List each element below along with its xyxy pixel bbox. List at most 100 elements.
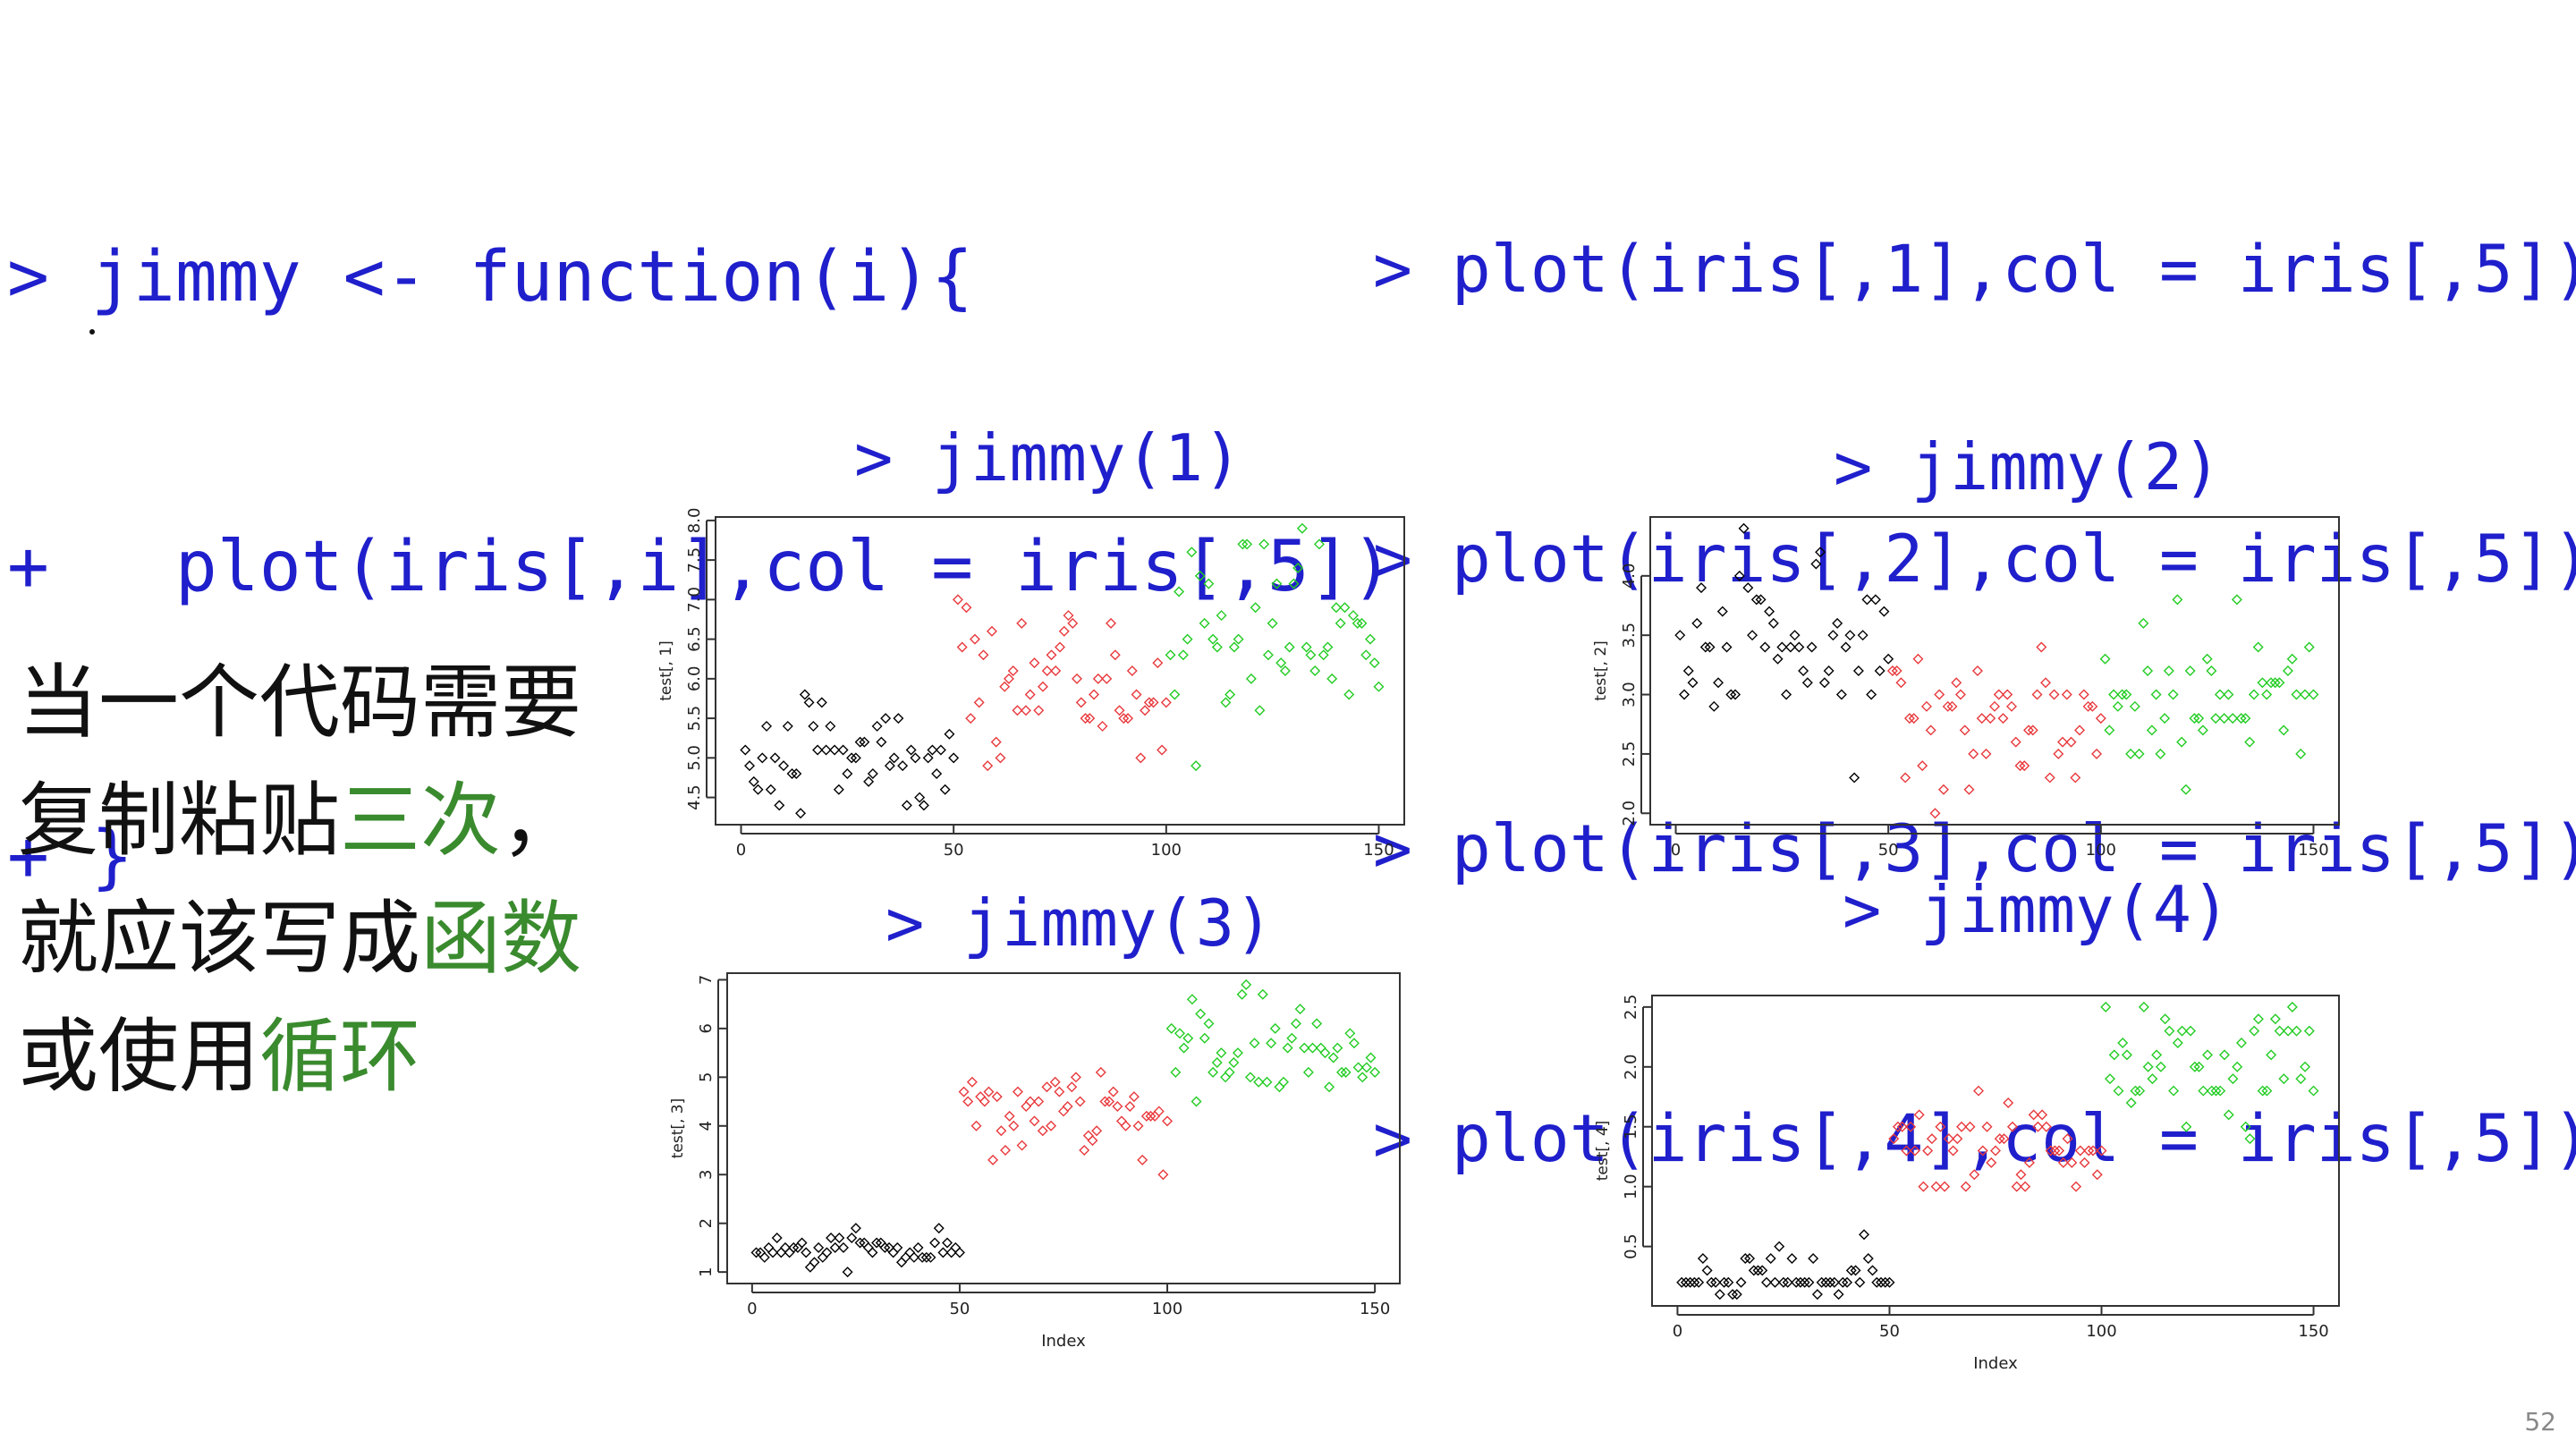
data-point — [829, 1241, 841, 1253]
scatter-plot-1: 0 50 100 150 4.5 5.0 5.5 6.0 6.5 7.0 7.5 8.0 test[, … — [653, 501, 1422, 894]
y-tick-label: 6 — [697, 1023, 716, 1033]
data-point — [1942, 700, 1953, 712]
data-point — [1267, 617, 1278, 629]
data-point — [761, 720, 773, 732]
data-point — [1956, 1121, 1968, 1132]
data-point — [804, 1261, 816, 1273]
data-point — [995, 752, 1006, 764]
data-point — [1806, 641, 1818, 653]
data-point — [1993, 689, 2004, 700]
data-point — [2105, 1073, 2115, 1085]
data-point — [1986, 1157, 1997, 1168]
data-point — [1959, 724, 1970, 736]
data-point — [2082, 700, 2094, 712]
data-point — [1748, 1265, 1759, 1276]
data-point — [2231, 594, 2242, 606]
data-point — [2011, 1181, 2022, 1192]
data-point — [1862, 1252, 1874, 1264]
data-point — [1752, 1265, 1764, 1276]
data-point — [809, 1257, 820, 1268]
data-point — [1835, 689, 1847, 700]
data-point — [1823, 665, 1835, 676]
data-point — [1162, 1115, 1174, 1127]
data-point — [834, 1233, 845, 1244]
data-point — [1981, 1121, 1993, 1132]
data-point — [1279, 665, 1291, 676]
data-point — [1759, 641, 1771, 653]
data-point — [1250, 602, 1261, 614]
data-point — [1203, 578, 1215, 589]
code-line: + plot(iris[,i],col = iris[,5]) — [7, 527, 1394, 607]
data-point — [1867, 1265, 1878, 1276]
data-point — [2303, 1025, 2315, 1037]
data-point — [1033, 1096, 1045, 1107]
x-tick-label: 100 — [2086, 841, 2116, 860]
data-point — [803, 697, 815, 708]
y-tick-label: 5.5 — [685, 706, 704, 732]
data-point — [2121, 689, 2132, 700]
data-point — [2125, 748, 2137, 759]
data-point — [2108, 689, 2120, 700]
data-point — [1318, 649, 1329, 661]
data-point — [1199, 1032, 1210, 1044]
data-point — [925, 1251, 936, 1263]
code-line: > plot(iris[,1],col = iris[,5]) — [1373, 232, 2576, 308]
data-point — [2028, 1109, 2039, 1121]
data-point — [1985, 713, 1996, 724]
data-point — [880, 713, 892, 724]
data-point — [956, 641, 968, 653]
data-point — [1186, 547, 1198, 558]
data-point — [2087, 700, 2098, 712]
data-point — [1876, 1276, 1886, 1288]
data-point — [1220, 697, 1232, 708]
data-point — [2282, 665, 2293, 676]
data-point — [2061, 689, 2072, 700]
data-point — [1816, 1276, 1827, 1288]
data-point — [1352, 1062, 1364, 1073]
y-axis-label: test[, 4] — [1594, 1121, 1612, 1182]
data-point — [1012, 705, 1023, 716]
data-point — [2197, 724, 2208, 736]
y-tick-label: 8.0 — [685, 508, 704, 534]
data-point — [2180, 784, 2191, 795]
data-point — [1174, 1028, 1185, 1039]
x-tick-label: 150 — [2298, 841, 2328, 860]
data-point — [1091, 1125, 1103, 1137]
data-point — [1311, 1018, 1323, 1030]
data-point — [904, 1247, 916, 1258]
data-point — [1079, 1145, 1090, 1156]
note-line-2: 复制粘贴三次， — [18, 774, 581, 868]
data-point — [1148, 697, 1159, 708]
data-point — [1740, 1252, 1751, 1264]
data-point — [1305, 649, 1317, 661]
data-point — [1313, 538, 1325, 550]
data-point — [1891, 665, 1902, 676]
data-point — [1913, 1109, 1925, 1121]
data-point — [1269, 1022, 1281, 1034]
data-point — [920, 1251, 932, 1263]
data-point — [1104, 1096, 1115, 1107]
data-point — [752, 784, 764, 795]
data-point — [788, 1241, 800, 1253]
data-point — [1963, 784, 1975, 795]
data-point — [1691, 617, 1703, 629]
data-point — [1811, 1289, 1823, 1301]
data-point — [1131, 689, 1142, 700]
data-point — [2286, 1001, 2298, 1013]
data-point — [2248, 689, 2259, 700]
data-point — [2040, 677, 2052, 689]
y-tick-label: 3 — [697, 1170, 716, 1180]
data-point — [1140, 1110, 1152, 1122]
data-point — [1818, 677, 1830, 689]
data-point — [2003, 1097, 2014, 1108]
y-tick-label: 2.5 — [1620, 741, 1639, 767]
data-point — [958, 1086, 970, 1097]
data-point — [1324, 1081, 1335, 1093]
data-point — [1767, 617, 1779, 629]
data-point — [1989, 700, 2000, 712]
data-point — [1322, 641, 1334, 653]
data-point — [2014, 760, 2026, 772]
data-point — [1220, 1072, 1232, 1083]
data-point — [821, 1247, 833, 1258]
data-point — [2104, 724, 2115, 736]
